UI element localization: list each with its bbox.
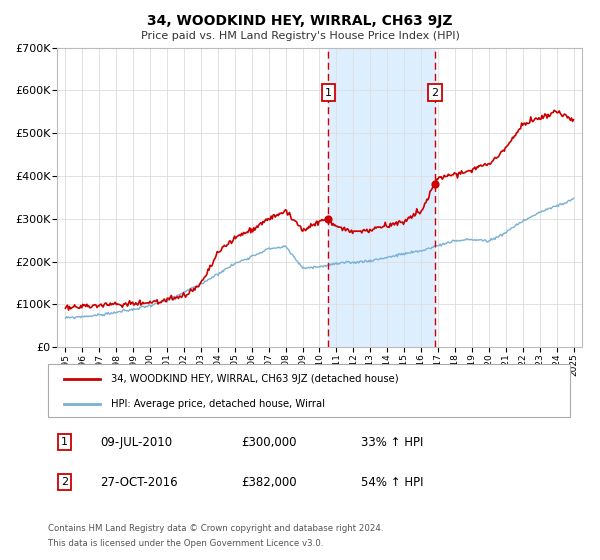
Text: Contains HM Land Registry data © Crown copyright and database right 2024.: Contains HM Land Registry data © Crown c…	[48, 524, 383, 533]
Text: Price paid vs. HM Land Registry's House Price Index (HPI): Price paid vs. HM Land Registry's House …	[140, 31, 460, 41]
Text: 09-JUL-2010: 09-JUL-2010	[100, 436, 172, 449]
Text: 34, WOODKIND HEY, WIRRAL, CH63 9JZ (detached house): 34, WOODKIND HEY, WIRRAL, CH63 9JZ (deta…	[110, 374, 398, 384]
Text: 1: 1	[61, 437, 68, 447]
Text: 34, WOODKIND HEY, WIRRAL, CH63 9JZ: 34, WOODKIND HEY, WIRRAL, CH63 9JZ	[147, 14, 453, 28]
Text: HPI: Average price, detached house, Wirral: HPI: Average price, detached house, Wirr…	[110, 399, 325, 409]
Point	[430, 179, 440, 188]
Text: This data is licensed under the Open Government Licence v3.0.: This data is licensed under the Open Gov…	[48, 539, 323, 548]
Text: 27-OCT-2016: 27-OCT-2016	[100, 476, 178, 489]
Text: 33% ↑ HPI: 33% ↑ HPI	[361, 436, 424, 449]
Text: 54% ↑ HPI: 54% ↑ HPI	[361, 476, 424, 489]
Text: £382,000: £382,000	[241, 476, 297, 489]
Text: 1: 1	[325, 87, 332, 97]
Text: £300,000: £300,000	[241, 436, 296, 449]
Text: 2: 2	[431, 87, 439, 97]
Bar	[328, 48, 435, 347]
Point	[323, 214, 333, 223]
Text: 2: 2	[61, 477, 68, 487]
